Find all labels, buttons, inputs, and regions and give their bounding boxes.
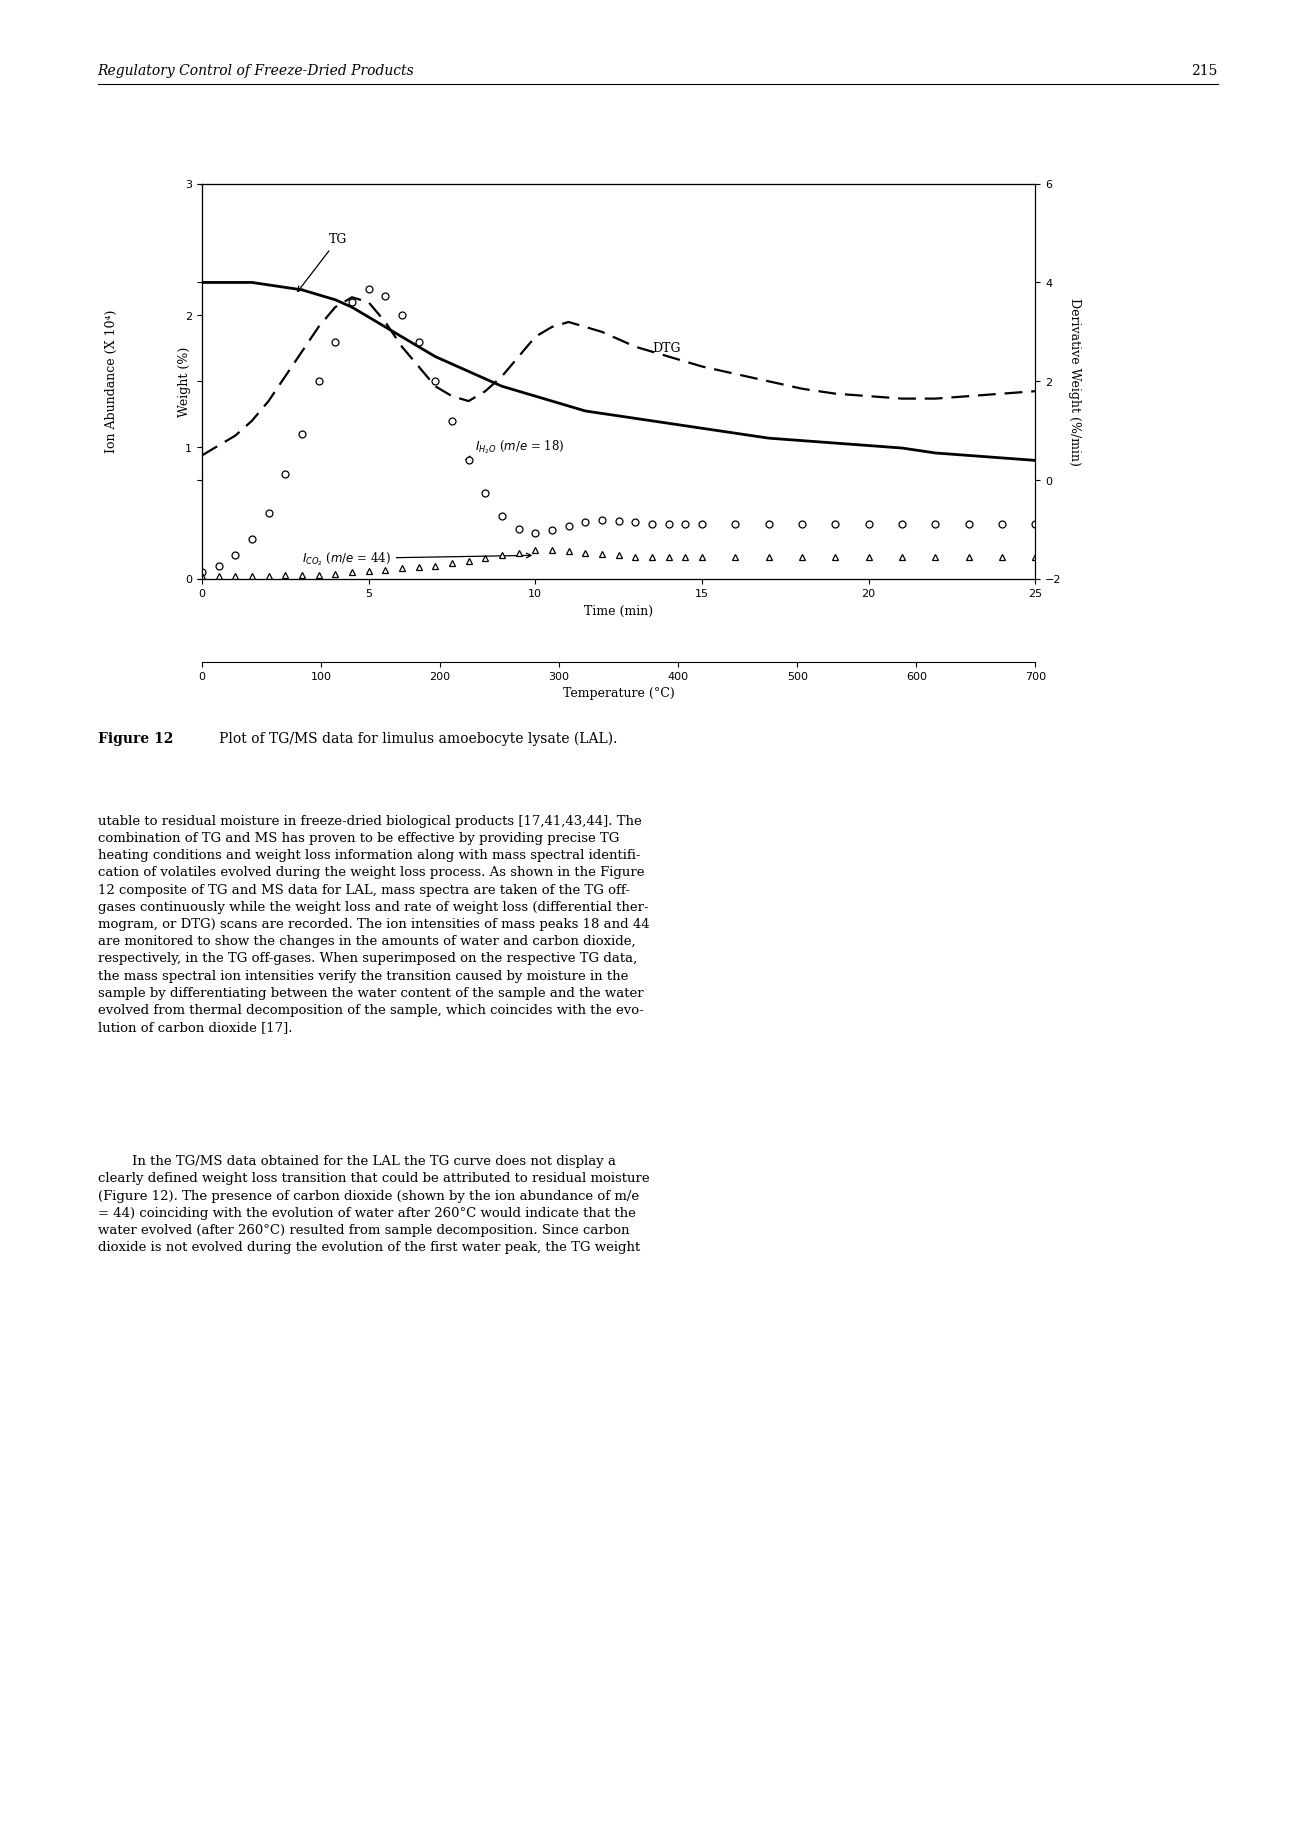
Y-axis label: Derivative Weight (%/min): Derivative Weight (%/min) <box>1068 298 1081 465</box>
X-axis label: Time (min): Time (min) <box>583 605 654 618</box>
Text: Regulatory Control of Freeze-Dried Products: Regulatory Control of Freeze-Dried Produ… <box>98 64 414 79</box>
Text: utable to residual moisture in freeze-dried biological products [17,41,43,44]. T: utable to residual moisture in freeze-dr… <box>98 815 650 1034</box>
Text: DTG: DTG <box>652 342 680 355</box>
X-axis label: Temperature (°C): Temperature (°C) <box>562 688 674 701</box>
Text: In the TG/MS data obtained for the LAL the TG curve does not display a
clearly d: In the TG/MS data obtained for the LAL t… <box>98 1155 650 1254</box>
Y-axis label: Weight (%): Weight (%) <box>178 346 191 417</box>
Text: Plot of TG/MS data for limulus amoebocyte lysate (LAL).: Plot of TG/MS data for limulus amoebocyt… <box>206 732 617 747</box>
Text: $I_{CO_2}$ ($m/e$ = 44): $I_{CO_2}$ ($m/e$ = 44) <box>302 550 531 568</box>
Text: $I_{H_2O}$ ($m/e$ = 18): $I_{H_2O}$ ($m/e$ = 18) <box>466 440 565 462</box>
Text: TG: TG <box>298 234 346 292</box>
Text: Figure 12: Figure 12 <box>98 732 173 747</box>
Text: 215: 215 <box>1191 64 1217 79</box>
Y-axis label: Ion Abundance (X 10⁴): Ion Abundance (X 10⁴) <box>105 311 118 452</box>
